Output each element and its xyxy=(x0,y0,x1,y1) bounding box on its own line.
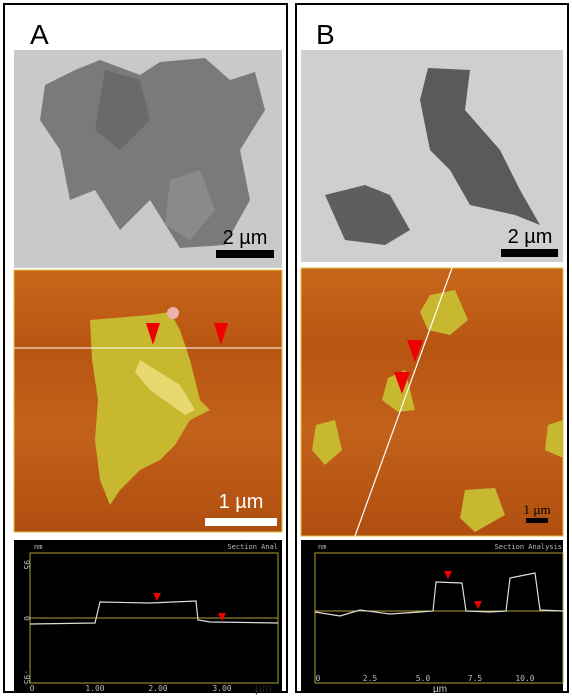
y-tick-label: 95 xyxy=(22,560,31,570)
x-tick-label: 0 xyxy=(30,684,35,693)
x-tick-label: 0 xyxy=(316,674,321,683)
profile-unit: nm xyxy=(34,543,42,551)
panel-label: A xyxy=(30,19,49,50)
section-profile: nm Section Anal 95 0 -95 0 1.00 2.00 3.0… xyxy=(14,540,282,695)
profile-title: Section Analysis xyxy=(495,543,562,551)
x-tick-label: 10.0 xyxy=(515,674,534,683)
y-tick-label: 0 xyxy=(22,616,31,621)
profile-unit: nm xyxy=(318,543,326,551)
figure: A 2 µm 1 µm nm Section Anal 95 0 -95 0 1… xyxy=(0,0,572,696)
scale-bar-label: 2 µm xyxy=(223,227,268,249)
x-unit: µm xyxy=(255,681,272,695)
section-profile: nm Section Analysis 0 2.5 5.0 7.5 10.0 µ… xyxy=(301,540,563,695)
afm-image: 1 µm xyxy=(14,270,282,532)
x-tick-label: 2.00 xyxy=(148,684,167,693)
x-tick-label: 3.00 xyxy=(212,684,231,693)
scale-bar-label: 1 µm xyxy=(219,491,264,513)
x-tick-label: 1.00 xyxy=(85,684,104,693)
afm-image: 1 µm xyxy=(301,268,563,536)
y-tick-label: -95 xyxy=(22,670,31,685)
x-unit: µm xyxy=(433,684,447,695)
x-tick-label: 7.5 xyxy=(468,674,483,683)
scale-bar-label: 2 µm xyxy=(508,226,553,248)
tem-image: 2 µm xyxy=(301,50,563,262)
profile-title: Section Anal xyxy=(227,543,278,551)
x-tick-label: 5.0 xyxy=(416,674,431,683)
x-tick-label: 2.5 xyxy=(363,674,378,683)
scale-bar-label: 1 µm xyxy=(523,502,550,517)
panel-label: B xyxy=(316,19,335,50)
tem-image: 2 µm xyxy=(14,50,282,268)
